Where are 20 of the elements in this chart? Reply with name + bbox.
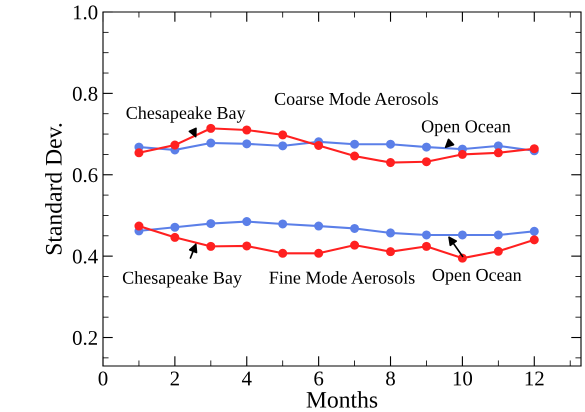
x-axis-title: Months: [306, 391, 378, 408]
x-tick-label: 10: [454, 371, 472, 386]
annotation: Open Ocean: [422, 120, 511, 136]
annotation: Chesapeake Bay: [122, 271, 242, 288]
x-tick-label: 0: [98, 371, 108, 386]
y-tick-label: 0.8: [72, 86, 98, 101]
y-tick-label: 1.0: [74, 5, 98, 20]
y-tick-label: 0.6: [72, 168, 98, 182]
y-tick-label: 0.4: [72, 250, 98, 264]
x-tick-label: 4: [242, 372, 252, 386]
x-tick-label: 8: [386, 371, 395, 386]
y-tick-label: 0.2: [72, 330, 97, 346]
x-tick-label: 12: [526, 372, 544, 386]
x-tick-label: 6: [314, 372, 324, 386]
y-axis-title: Standard Dev.: [45, 124, 62, 254]
x-tick-label: 2: [170, 372, 179, 386]
annotation: Open Ocean: [432, 268, 522, 285]
annotation: Chesapeake Bay: [126, 106, 246, 123]
annotation: Coarse Mode Aerosols: [274, 92, 438, 106]
annotation: Fine Mode Aerosols: [269, 271, 415, 284]
